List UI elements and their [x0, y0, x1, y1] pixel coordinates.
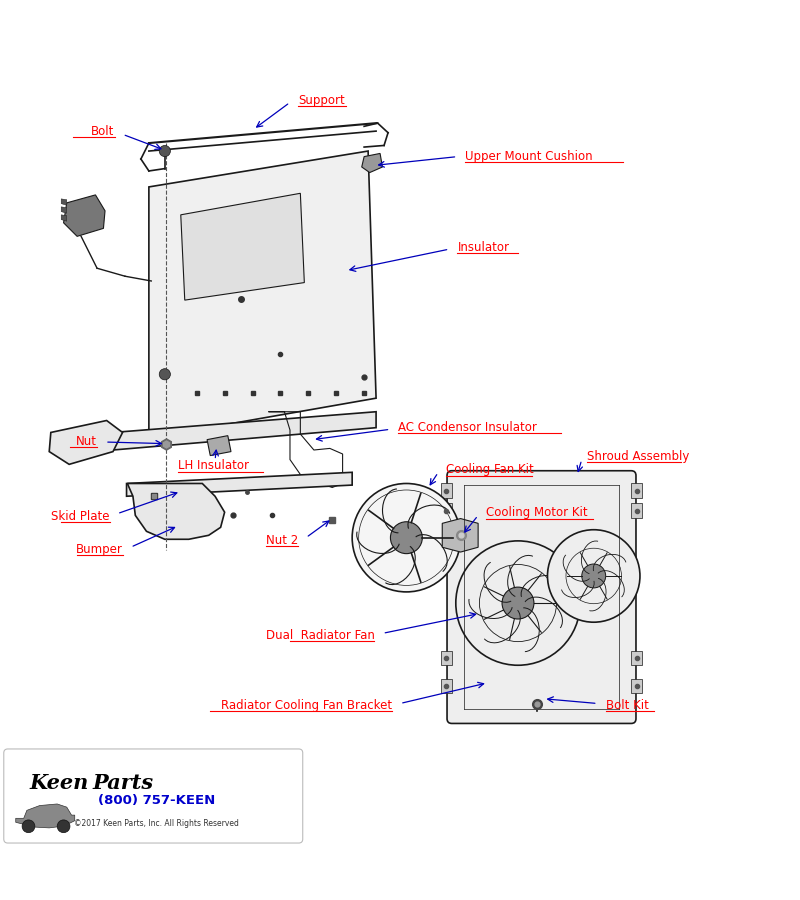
Text: Parts: Parts — [92, 773, 153, 793]
Polygon shape — [61, 207, 66, 213]
Text: Support: Support — [298, 94, 345, 107]
Polygon shape — [149, 151, 376, 438]
Polygon shape — [181, 194, 304, 300]
Circle shape — [22, 820, 35, 832]
Circle shape — [502, 587, 534, 619]
Polygon shape — [207, 436, 231, 455]
Bar — [441, 651, 452, 665]
Polygon shape — [61, 215, 66, 221]
Text: Shroud Assembly: Shroud Assembly — [587, 450, 690, 463]
Text: Bolt Kit: Bolt Kit — [606, 698, 649, 712]
Polygon shape — [16, 804, 74, 828]
Text: Radiator Cooling Fan Bracket: Radiator Cooling Fan Bracket — [221, 699, 392, 713]
Text: Dual  Radiator Fan: Dual Radiator Fan — [266, 629, 374, 643]
Text: Nut 2: Nut 2 — [266, 534, 298, 546]
Circle shape — [390, 522, 422, 554]
Text: Keen: Keen — [29, 773, 89, 793]
FancyBboxPatch shape — [447, 471, 636, 724]
Polygon shape — [362, 153, 382, 173]
Bar — [631, 483, 642, 498]
Polygon shape — [126, 472, 352, 496]
Polygon shape — [50, 420, 122, 464]
Text: Cooling Fan Kit: Cooling Fan Kit — [446, 464, 534, 476]
Text: Nut: Nut — [76, 435, 97, 447]
Text: Upper Mount Cushion: Upper Mount Cushion — [466, 150, 593, 163]
FancyBboxPatch shape — [4, 749, 302, 843]
Text: Insulator: Insulator — [458, 241, 510, 254]
Circle shape — [547, 530, 640, 622]
Bar — [631, 503, 642, 517]
Polygon shape — [127, 483, 225, 539]
Text: (800) 757-KEEN: (800) 757-KEEN — [98, 795, 215, 807]
Text: Bumper: Bumper — [76, 544, 122, 556]
Polygon shape — [61, 199, 66, 205]
Circle shape — [57, 820, 70, 832]
Bar — [441, 503, 452, 517]
Circle shape — [352, 483, 461, 592]
Text: Bolt: Bolt — [91, 125, 114, 139]
Bar — [441, 483, 452, 498]
Bar — [631, 651, 642, 665]
Text: AC Condensor Insulator: AC Condensor Insulator — [398, 421, 538, 434]
Polygon shape — [442, 518, 478, 552]
Bar — [631, 679, 642, 693]
Circle shape — [456, 541, 580, 665]
Text: ©2017 Keen Parts, Inc. All Rights Reserved: ©2017 Keen Parts, Inc. All Rights Reserv… — [74, 819, 239, 828]
Bar — [441, 679, 452, 693]
Polygon shape — [113, 411, 376, 450]
Circle shape — [159, 146, 170, 157]
Text: Cooling Motor Kit: Cooling Motor Kit — [486, 507, 588, 519]
Polygon shape — [63, 195, 105, 237]
Circle shape — [582, 564, 606, 588]
Circle shape — [159, 369, 170, 380]
Text: Skid Plate: Skid Plate — [50, 509, 109, 523]
Text: LH Insulator: LH Insulator — [178, 459, 250, 472]
